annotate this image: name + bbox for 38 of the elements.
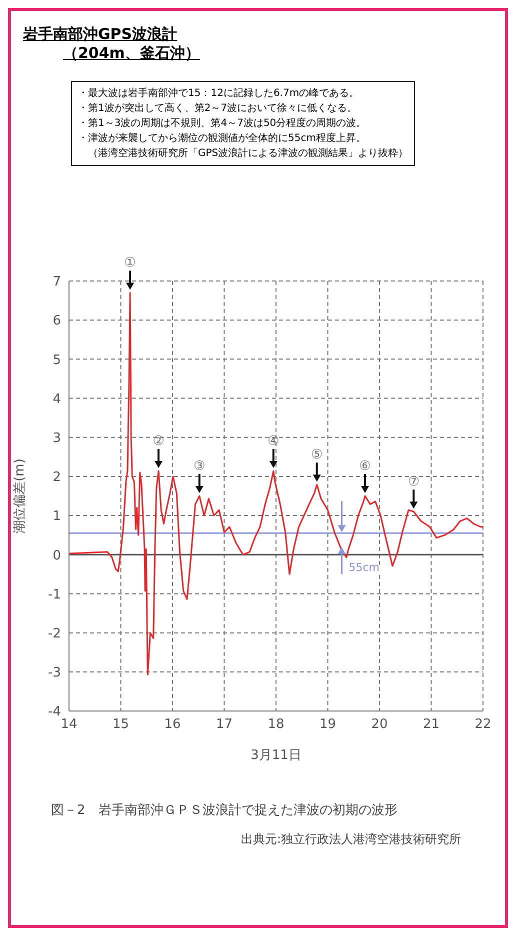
y-tick-label: -4 [48,704,61,720]
text: ・最大波は岩手南部沖で15：12に記録した6.7mの峰である。 [78,86,360,101]
x-tick-label: 16 [164,717,181,732]
x-tick-label: 19 [319,717,336,732]
x-tick-label: 21 [422,717,440,732]
y-tick-label: 6 [52,314,61,329]
text: 図－2 岩手南部沖ＧＰＳ波浪計で捉えた津波の初期の波形 [51,802,398,819]
y-tick-label: -1 [48,587,61,602]
x-axis-title: 3月11日 [250,748,302,763]
y-tick-label: -3 [48,666,61,681]
y-tick-label: 3 [52,430,61,446]
annotation: ② [152,434,164,449]
annotation: ⑥ [359,459,371,474]
y-tick-label: 4 [52,392,61,407]
annotation: ① [124,256,136,271]
x-tick-label: 20 [371,717,388,732]
y-tick-label: 0 [52,548,61,564]
x-tick-label: 15 [112,717,130,732]
text: ・第1～3波の周期は不規則、第4～7波は50分程度の周期の波。 [78,116,368,131]
y-tick-label: 1 [52,509,61,524]
y-axis-title: 潮位偏差(m) [12,458,28,534]
annotation: ⑤ [311,448,323,463]
x-tick-label: 17 [216,717,233,732]
y-tick-label: 7 [52,274,61,290]
y-tick-label: 5 [52,352,61,368]
annotation: ④ [268,434,280,449]
annotation: ③ [194,459,206,474]
line-series [69,292,483,676]
text: 出典元:独立行政法人港湾空港技術研究所 [241,831,462,848]
y-tick-label: -2 [48,626,61,642]
x-tick-label: 18 [268,717,284,732]
x-tick-label: 22 [474,717,492,732]
y-tick-label: 2 [52,470,61,486]
text: ・第1波が突出して高く、第2～7波において徐々に低くなる。 [78,102,358,116]
text: ・津波が来襲してから潮位の観測値が全体的に55cm程度上昇。 [78,132,367,146]
annotation: 55cm [348,561,380,574]
text: （港湾空港技術研究所「GPS波浪計による津波の観測結果」より抜粋） [87,146,408,161]
x-tick-label: 14 [60,717,78,732]
